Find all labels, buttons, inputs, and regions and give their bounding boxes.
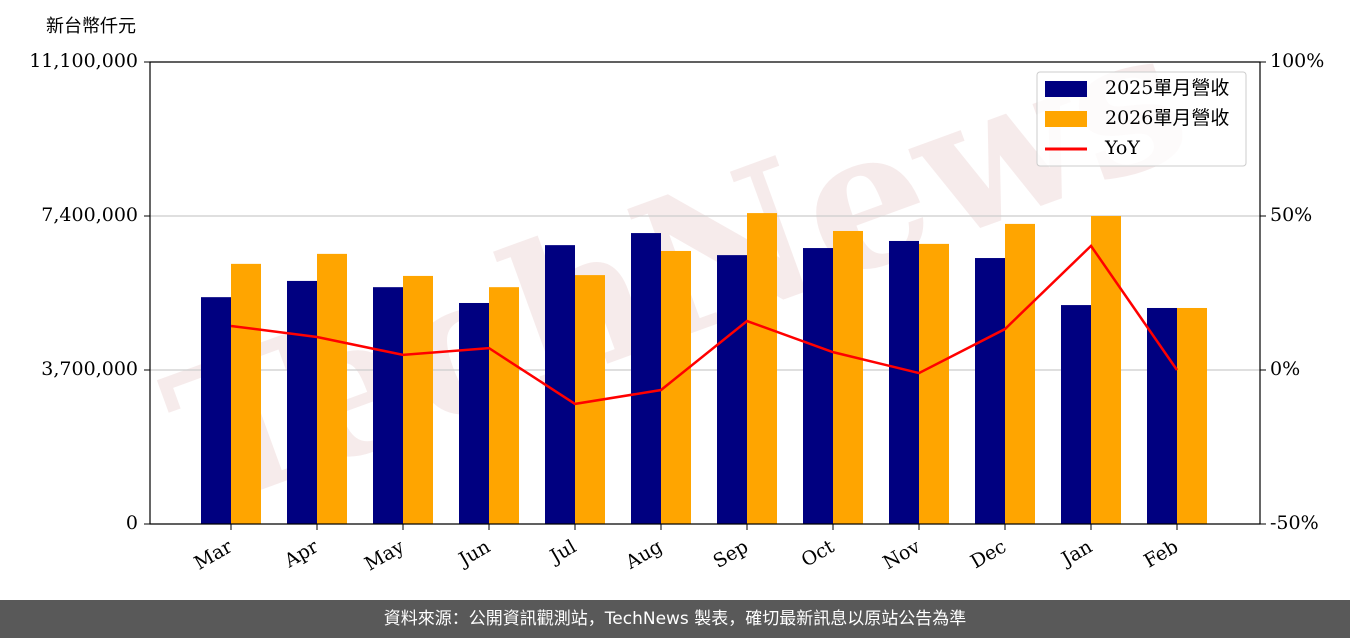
x-tick-label: Apr	[280, 535, 323, 572]
bar	[631, 233, 661, 524]
legend-swatch	[1045, 111, 1087, 127]
x-tick-label: Nov	[879, 535, 924, 574]
x-tick-label: Sep	[709, 536, 752, 573]
y-tick-label: 7,400,000	[41, 204, 138, 226]
x-tick-label: Feb	[1140, 536, 1182, 573]
bar	[747, 213, 777, 524]
legend-label: 2026單月營收	[1105, 107, 1229, 129]
legend-swatch	[1045, 81, 1087, 97]
bar	[1005, 223, 1035, 524]
bar	[287, 280, 317, 524]
bar	[833, 230, 863, 525]
y2-tick-label: 0%	[1270, 358, 1300, 380]
bar	[201, 297, 231, 524]
y-tick-label: 11,100,000	[29, 50, 138, 72]
bar	[889, 240, 919, 525]
legend-label: YoY	[1104, 137, 1140, 159]
plot-frame	[149, 61, 1261, 525]
bar	[545, 245, 575, 524]
x-tick-label: Jun	[453, 536, 494, 572]
bar	[317, 253, 347, 524]
bar	[231, 263, 261, 524]
y-axis-label: 新台幣仟元	[46, 16, 136, 37]
y2-tick-label: 100%	[1270, 50, 1324, 72]
bar	[919, 243, 949, 525]
y-tick-label: 0	[126, 512, 138, 534]
bar	[1091, 216, 1121, 524]
x-tick-label: May	[361, 535, 408, 575]
bar	[803, 248, 833, 524]
footer: 資料來源：公開資訊觀測站，TechNews 製表，確切最新訊息以原站公告為準	[0, 600, 1350, 638]
bar	[1177, 307, 1207, 524]
x-tick-label: Jul	[545, 536, 580, 569]
yoy-line	[230, 243, 1179, 406]
y2-tick-label: 50%	[1270, 204, 1312, 226]
x-tick-label: Aug	[621, 536, 666, 575]
bar	[403, 275, 433, 524]
legend-box	[1036, 71, 1247, 167]
x-tick-label: Jan	[1056, 536, 1096, 572]
bar	[459, 302, 489, 524]
x-tick-label: Dec	[967, 536, 1010, 574]
bar	[373, 287, 403, 524]
x-tick-label: Oct	[798, 535, 839, 571]
bar	[717, 255, 747, 524]
chart: 新台幣仟元 TechNews 03,700,0007,400,00011,100…	[29, 0, 1324, 575]
bar	[489, 287, 519, 524]
bar	[1147, 307, 1177, 524]
y-tick-label: 3,700,000	[41, 358, 138, 380]
bar	[1061, 305, 1091, 524]
y2-tick-label: -50%	[1270, 512, 1319, 534]
legend-label: 2025單月營收	[1105, 77, 1229, 99]
bar	[975, 258, 1005, 524]
